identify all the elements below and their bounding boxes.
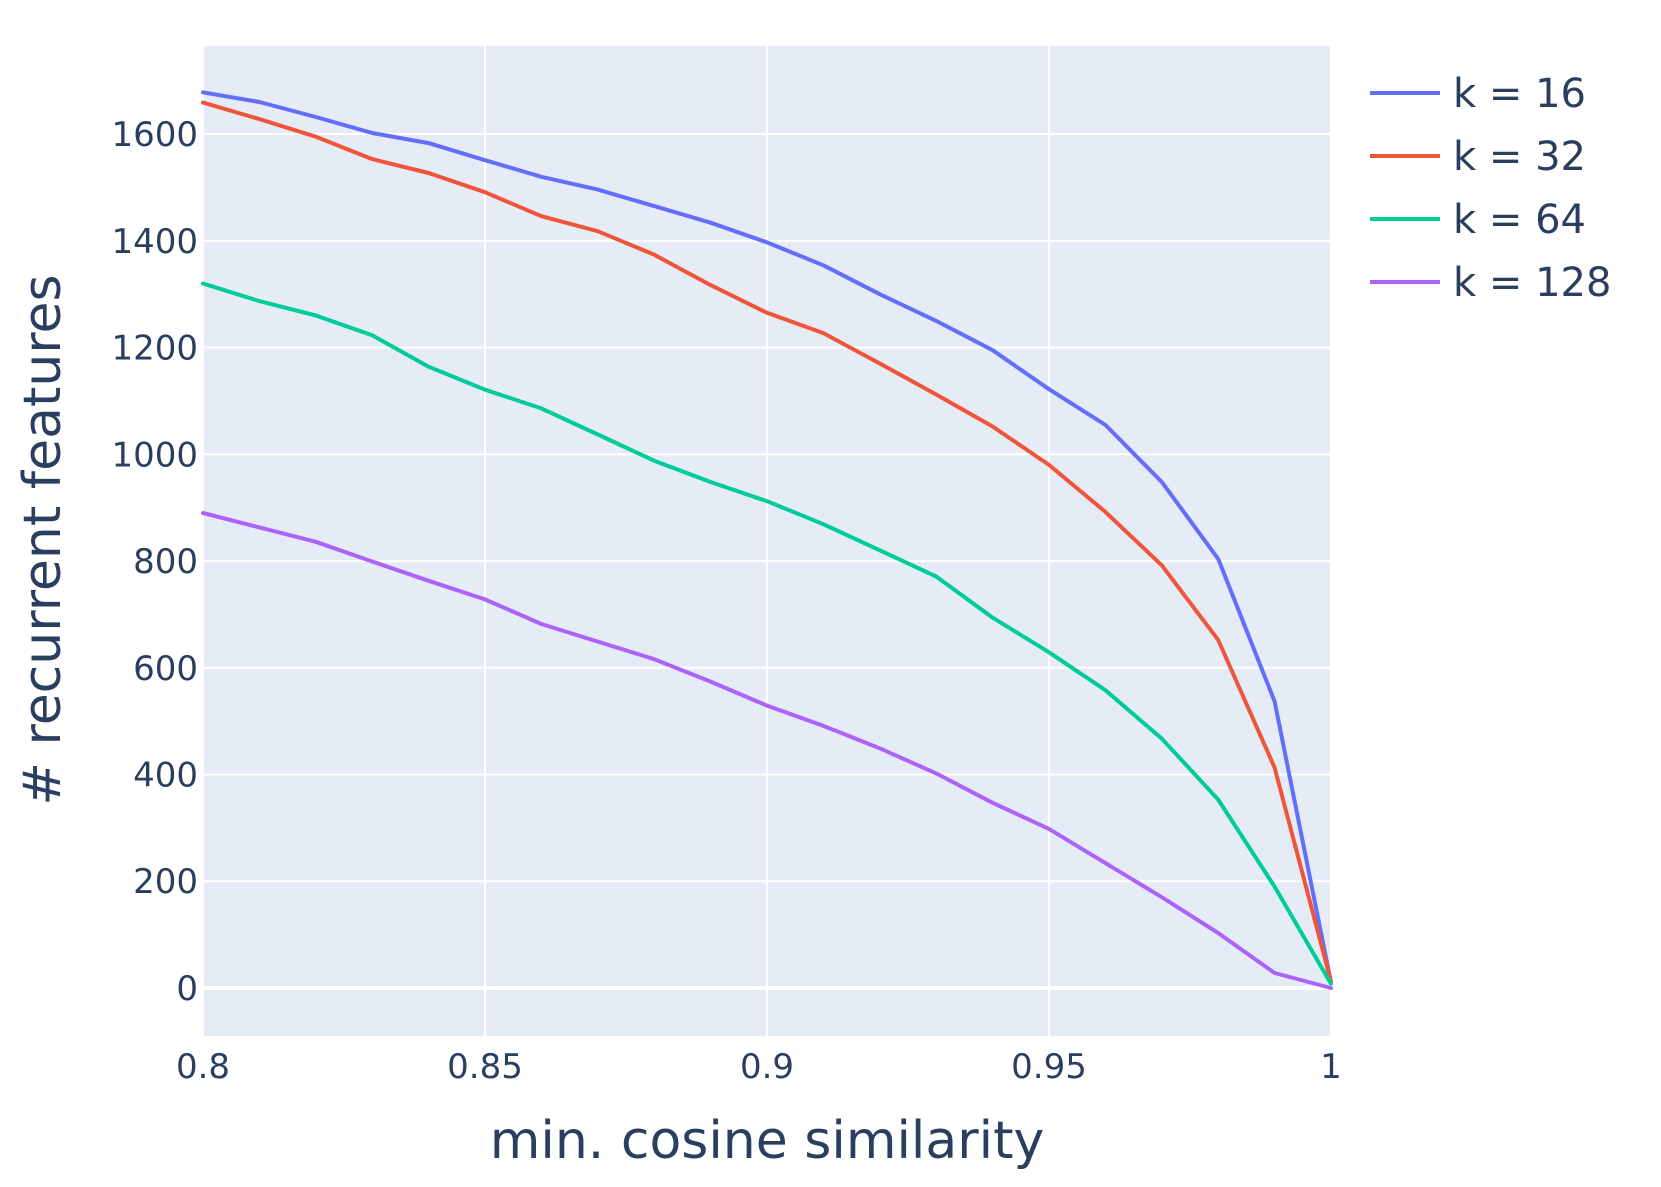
series-line-2 bbox=[201, 100, 1333, 984]
series-line-3 bbox=[201, 281, 1333, 986]
legend-label: k = 16 bbox=[1453, 71, 1586, 117]
legend: k = 16 k = 32 k = 64 k = 128 bbox=[1370, 71, 1611, 306]
x-axis-title: min. cosine similarity bbox=[490, 1111, 1044, 1171]
x-tick-label: 1 bbox=[1320, 1047, 1342, 1087]
tick-labels: 0.8 0.85 0.9 0.95 1 0 200 400 600 800 1000 1200 1400… bbox=[111, 115, 1341, 1087]
legend-label: k = 64 bbox=[1453, 197, 1586, 243]
y-tick-label: 1400 bbox=[111, 222, 198, 262]
x-tick-label: 0.85 bbox=[447, 1047, 523, 1087]
y-axis-title: # recurrent features bbox=[13, 274, 73, 805]
y-tick-label: 200 bbox=[133, 862, 198, 902]
y-tick-label: 600 bbox=[133, 649, 198, 689]
series-line-4 bbox=[201, 511, 1333, 990]
y-tick-label: 400 bbox=[133, 755, 198, 795]
series-line-1 bbox=[201, 90, 1333, 985]
series-lines bbox=[201, 90, 1333, 990]
legend-label: k = 128 bbox=[1453, 260, 1611, 306]
x-tick-label: 0.95 bbox=[1011, 1047, 1087, 1087]
y-tick-label: 1000 bbox=[111, 435, 198, 475]
y-tick-label: 1600 bbox=[111, 115, 198, 155]
x-tick-label: 0.8 bbox=[176, 1047, 230, 1087]
grid-lines bbox=[202, 46, 1332, 1036]
legend-label: k = 32 bbox=[1453, 134, 1586, 180]
y-tick-label: 0 bbox=[176, 969, 198, 1009]
y-tick-label: 1200 bbox=[111, 329, 198, 369]
y-tick-label: 800 bbox=[133, 542, 198, 582]
x-tick-label: 0.9 bbox=[740, 1047, 794, 1087]
